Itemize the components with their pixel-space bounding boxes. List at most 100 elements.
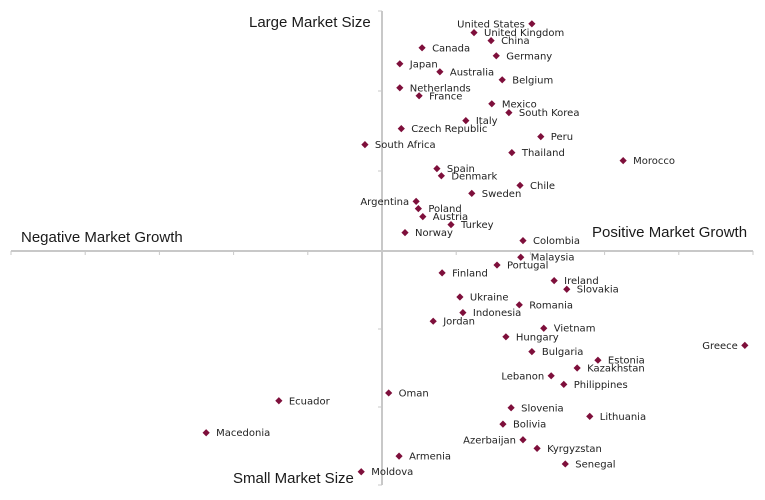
point-marker [357, 468, 365, 476]
point-marker [493, 261, 501, 269]
point-label: Kazakhstan [587, 364, 645, 375]
point-label: Bulgaria [542, 347, 583, 358]
point-label: Mexico [502, 99, 537, 110]
point-marker [456, 293, 464, 301]
data-point: Senegal [561, 459, 616, 470]
point-marker [275, 397, 283, 405]
data-point: Kyrgyzstan [533, 444, 602, 455]
data-point: Canada [418, 43, 470, 54]
point-label: Greece [702, 341, 738, 352]
data-point: South Africa [361, 140, 436, 151]
data-point: Slovakia [563, 285, 619, 296]
point-label: Finland [452, 268, 488, 279]
point-label: Chile [530, 181, 555, 192]
data-point: Moldova [357, 467, 413, 478]
data-point: Romania [515, 300, 573, 311]
point-marker [540, 324, 548, 332]
point-label: Lithuania [600, 412, 646, 423]
data-point: Netherlands [396, 83, 471, 94]
data-point: Oman [385, 388, 429, 399]
point-label: Philippines [574, 380, 628, 391]
point-label: Denmark [451, 171, 497, 182]
quadrant-label-right: Positive Market Growth [592, 224, 747, 241]
point-label: Lebanon [501, 371, 544, 382]
point-label: Estonia [608, 356, 645, 367]
point-marker [502, 333, 510, 341]
data-point: South Korea [505, 108, 579, 119]
point-label: Austria [433, 212, 468, 223]
point-marker [550, 277, 558, 285]
data-point: Thailand [508, 148, 565, 159]
data-point: Mexico [488, 99, 537, 110]
point-marker [361, 141, 369, 149]
point-marker [537, 133, 545, 141]
point-marker [419, 213, 427, 221]
point-marker [508, 149, 516, 157]
point-marker [498, 76, 506, 84]
point-label: Argentina [360, 197, 409, 208]
data-point: Bulgaria [528, 347, 583, 358]
point-marker [499, 420, 507, 428]
data-point: Lithuania [586, 412, 646, 423]
point-marker [515, 301, 523, 309]
data-point: Indonesia [459, 308, 521, 319]
point-label: Italy [476, 116, 498, 127]
data-point: Morocco [619, 156, 675, 167]
point-label: Netherlands [410, 83, 471, 94]
point-label: Turkey [460, 220, 494, 231]
data-point: Denmark [437, 171, 498, 182]
point-label: Japan [409, 59, 438, 70]
point-marker [415, 92, 423, 100]
data-point: China [487, 36, 530, 47]
point-marker [488, 100, 496, 108]
point-label: Colombia [533, 236, 580, 247]
point-label: Azerbaijan [463, 435, 516, 446]
data-point: Australia [436, 67, 494, 78]
point-label: United Kingdom [484, 28, 564, 39]
data-point: Armenia [395, 452, 451, 463]
point-marker [547, 372, 555, 380]
point-label: Slovakia [577, 285, 619, 296]
data-point: Hungary [502, 332, 559, 343]
point-marker [436, 68, 444, 76]
point-marker [505, 109, 513, 117]
data-point: Jordan [429, 317, 475, 328]
data-point: Poland [414, 204, 462, 215]
quadrant-label-bottom: Small Market Size [233, 470, 354, 487]
point-label: Australia [450, 67, 494, 78]
point-marker [385, 389, 393, 397]
data-point: Norway [401, 228, 453, 239]
point-label: Ecuador [289, 396, 331, 407]
point-label: Senegal [575, 459, 615, 470]
data-point: Belgium [498, 75, 553, 86]
point-label: Germany [506, 51, 552, 62]
point-marker [560, 380, 568, 388]
data-point: Colombia [519, 236, 580, 247]
point-marker [433, 165, 441, 173]
point-label: Norway [415, 228, 453, 239]
data-point: Malaysia [517, 253, 574, 264]
axes [10, 10, 754, 486]
data-point: France [415, 91, 462, 102]
data-point: Lebanon [501, 371, 555, 382]
data-point: Macedonia [202, 428, 270, 439]
point-marker [447, 221, 455, 229]
point-label: Ukraine [470, 293, 509, 304]
point-label: Ireland [564, 276, 599, 287]
point-marker [492, 52, 500, 60]
data-point: Vietnam [540, 324, 595, 335]
point-marker [563, 285, 571, 293]
point-marker [594, 356, 602, 364]
point-label: Macedonia [216, 428, 270, 439]
data-point: Czech Republic [397, 124, 487, 135]
data-point: Ireland [550, 276, 599, 287]
data-point: Finland [438, 268, 488, 279]
point-marker [429, 317, 437, 325]
point-marker [586, 412, 594, 420]
point-marker [418, 44, 426, 52]
point-label: Slovenia [521, 403, 564, 414]
point-label: United States [457, 19, 525, 30]
point-marker [401, 229, 409, 237]
point-label: Czech Republic [411, 124, 487, 135]
